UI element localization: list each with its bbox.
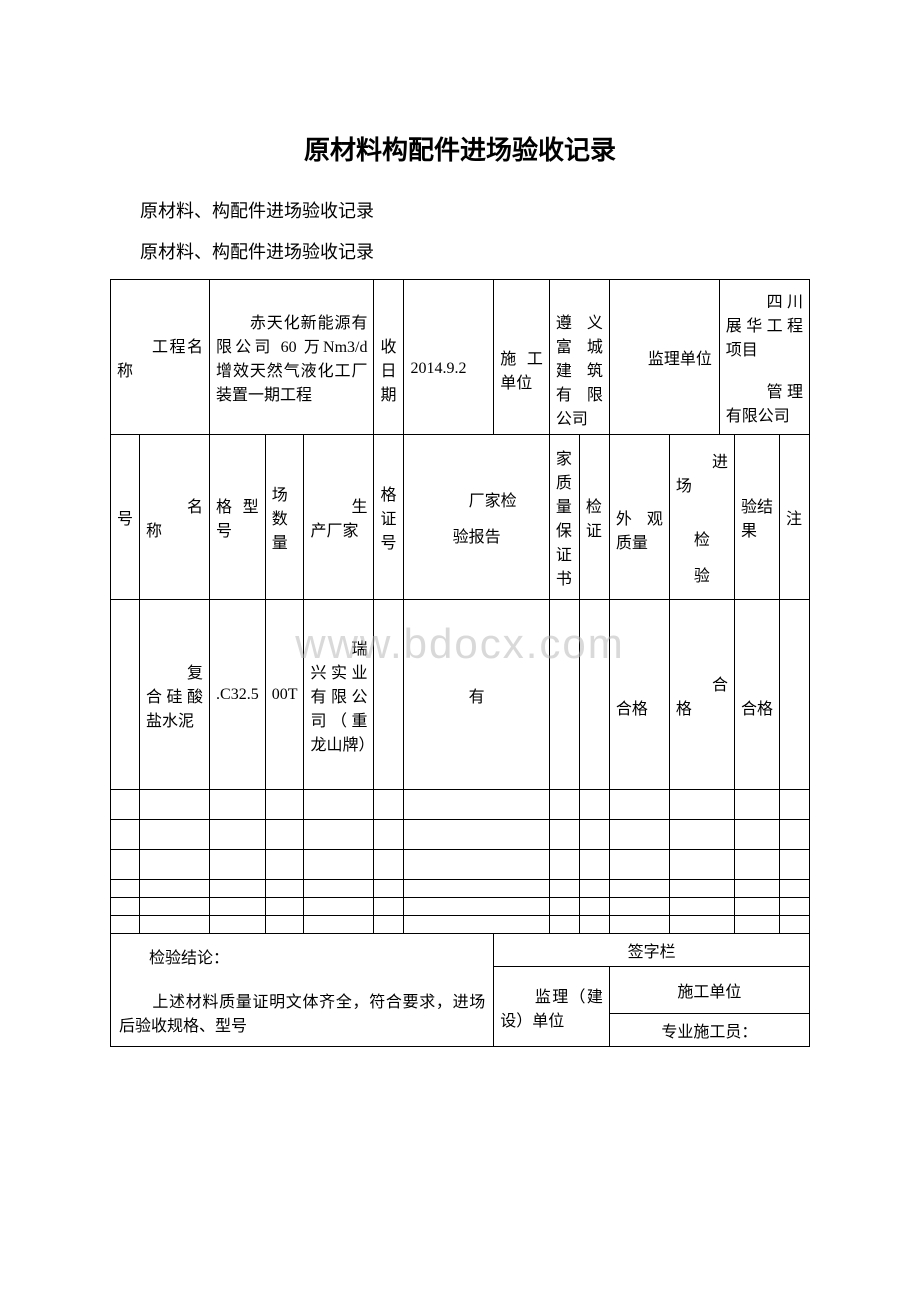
construction-label: 施工单位 — [609, 967, 809, 1014]
main-table: 工程名称 赤天化新能源有限公司 60 万Nm3/d 增效天然气液化工厂装置一期工… — [110, 279, 810, 1047]
empty-row-1 — [111, 790, 810, 820]
empty-row-4 — [111, 880, 810, 898]
signature-label: 签字栏 — [494, 934, 810, 967]
cell-quality-book — [549, 600, 579, 790]
technician-label: 专业施工员： — [609, 1014, 809, 1047]
project-name-value: 赤天化新能源有限公司 60 万Nm3/d 增效天然气液化工厂装置一期工程 — [210, 280, 374, 435]
cell-note — [780, 600, 810, 790]
conclusion-text: 上述材料质量证明文体齐全，符合要求，进场后验收规格、型号 — [119, 988, 485, 1036]
col-qty: 场数量 — [265, 435, 304, 600]
cell-no — [111, 600, 140, 790]
col-no: 号 — [111, 435, 140, 600]
construction-unit-label: 施工单位 — [494, 280, 550, 435]
conclusion-label: 检验结论： — [149, 944, 485, 968]
col-name: 名称 — [140, 435, 210, 600]
column-header-row: 号 名称 格型号 场数量 生产厂家 格证号 厂家检 验报告 家质量保证书 检证 … — [111, 435, 810, 600]
col-quality-book: 家质量保证书 — [549, 435, 579, 600]
cell-spec: .C32.5 — [210, 600, 266, 790]
cell-manufacturer: 瑞兴实业有限公司（重龙山牌） — [304, 600, 374, 790]
col-note: 注 — [780, 435, 810, 600]
footer-row-1: 检验结论： 上述材料质量证明文体齐全，符合要求，进场后验收规格、型号 签字栏 — [111, 934, 810, 967]
cell-factory-report: 有 — [404, 600, 549, 790]
supervision-unit-value-2: 管理有限公司 — [726, 378, 803, 426]
empty-row-5 — [111, 898, 810, 916]
empty-row-2 — [111, 820, 810, 850]
col-spec: 格型号 — [210, 435, 266, 600]
col-manufacturer: 生产厂家 — [304, 435, 374, 600]
subtitle-1: 原材料、构配件进场验收记录 — [140, 197, 810, 223]
supervision-unit-value-1: 四川展华工程项目 — [726, 288, 803, 360]
receipt-date-value: 2014.9.2 — [404, 280, 494, 435]
empty-row-6 — [111, 916, 810, 934]
supervision-unit-label: 监理单位 — [609, 280, 719, 435]
col-cert-no: 格证号 — [374, 435, 404, 600]
cell-appearance: 合格 — [609, 600, 669, 790]
data-row-1: 复合硅酸盐水泥 .C32.5 00T 瑞兴实业有限公司（重龙山牌） 有 合格 合… — [111, 600, 810, 790]
supervision-label: 监理（建设）单位 — [494, 967, 610, 1047]
receipt-date-label: 收日期 — [374, 280, 404, 435]
cell-entry-inspection: 合格 — [669, 600, 734, 790]
cell-result: 合格 — [734, 600, 779, 790]
empty-row-3 — [111, 850, 810, 880]
cell-inspection — [579, 600, 609, 790]
col-appearance: 外观质量 — [609, 435, 669, 600]
cell-qty: 00T — [265, 600, 304, 790]
conclusion-cell: 检验结论： 上述材料质量证明文体齐全，符合要求，进场后验收规格、型号 — [111, 934, 494, 1047]
subtitle-2: 原材料、构配件进场验收记录 — [140, 238, 810, 264]
col-result: 验结果 — [734, 435, 779, 600]
cell-name: 复合硅酸盐水泥 — [140, 600, 210, 790]
col-factory-report-1: 厂家检 — [410, 487, 542, 511]
col-factory-report: 厂家检 验报告 — [404, 435, 549, 600]
page-title: 原材料构配件进场验收记录 — [110, 130, 810, 167]
construction-unit-value: 遵义富城建筑有限公司 — [549, 280, 609, 435]
col-entry-inspection-3: 验 — [676, 562, 728, 586]
cell-cert-no — [374, 600, 404, 790]
project-name-label: 工程名称 — [111, 280, 210, 435]
col-entry-inspection-2: 检 — [676, 526, 728, 550]
header-row: 工程名称 赤天化新能源有限公司 60 万Nm3/d 增效天然气液化工厂装置一期工… — [111, 280, 810, 435]
col-entry-inspection: 进场 检 验 — [669, 435, 734, 600]
col-entry-inspection-1: 进场 — [676, 448, 728, 496]
supervision-unit-value: 四川展华工程项目 管理有限公司 — [719, 280, 809, 435]
col-inspection: 检证 — [579, 435, 609, 600]
col-factory-report-2: 验报告 — [410, 523, 542, 547]
